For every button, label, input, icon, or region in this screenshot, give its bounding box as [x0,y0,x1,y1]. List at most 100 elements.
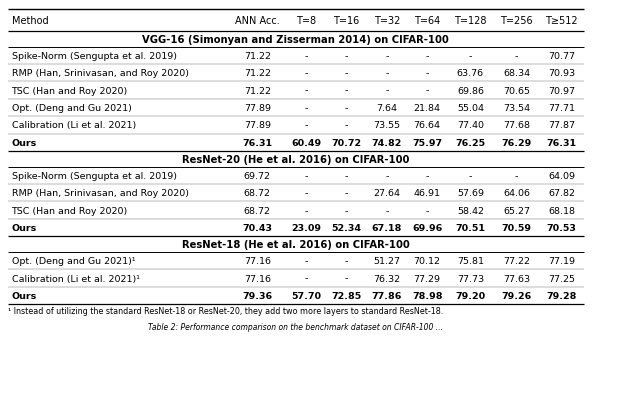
Text: T=64: T=64 [414,16,440,26]
Text: 79.36: 79.36 [242,291,273,300]
Text: 55.04: 55.04 [457,104,484,113]
Text: Ours: Ours [12,291,36,300]
Text: -: - [305,52,308,61]
Text: 77.73: 77.73 [457,274,484,283]
Text: -: - [305,121,308,130]
Text: -: - [345,206,348,215]
Text: 79.20: 79.20 [455,291,486,300]
Text: Opt. (Deng and Gu 2021): Opt. (Deng and Gu 2021) [12,104,131,113]
Text: -: - [305,104,308,113]
Text: 78.98: 78.98 [412,291,442,300]
Text: -: - [345,52,348,61]
Text: 77.29: 77.29 [413,274,441,283]
Text: Ours: Ours [12,223,36,233]
Text: 69.86: 69.86 [457,86,484,95]
Text: Table 2: Performance comparison on the benchmark dataset on CIFAR-100 ...: Table 2: Performance comparison on the b… [148,322,443,331]
Text: -: - [385,171,388,180]
Text: Ours: Ours [12,138,36,147]
Text: 70.65: 70.65 [503,86,530,95]
Text: 57.69: 57.69 [457,189,484,198]
Text: Calibration (Li et al. 2021): Calibration (Li et al. 2021) [12,121,136,130]
Text: -: - [426,86,429,95]
Text: 46.91: 46.91 [413,189,441,198]
Text: Calibration (Li et al. 2021)¹: Calibration (Li et al. 2021)¹ [12,274,140,283]
Text: -: - [345,274,348,283]
Text: 63.76: 63.76 [457,69,484,78]
Text: 77.87: 77.87 [548,121,575,130]
Text: -: - [345,69,348,78]
Text: 69.72: 69.72 [244,171,271,180]
Text: 60.49: 60.49 [291,138,321,147]
Text: -: - [305,256,308,266]
Text: -: - [345,256,348,266]
Text: 76.64: 76.64 [413,121,441,130]
Text: -: - [305,86,308,95]
Text: ¹ Instead of utilizing the standard ResNet-18 or ResNet-20, they add two more la: ¹ Instead of utilizing the standard ResN… [8,306,443,316]
Text: 67.18: 67.18 [372,223,402,233]
Text: RMP (Han, Srinivasan, and Roy 2020): RMP (Han, Srinivasan, and Roy 2020) [12,69,189,78]
Text: 58.42: 58.42 [457,206,484,215]
Text: 69.96: 69.96 [412,223,442,233]
Text: 73.55: 73.55 [373,121,401,130]
Text: 70.77: 70.77 [548,52,575,61]
Text: ResNet-18 (He et al. 2016) on CIFAR-100: ResNet-18 (He et al. 2016) on CIFAR-100 [182,240,410,249]
Text: -: - [345,86,348,95]
Text: T=256: T=256 [500,16,532,26]
Text: VGG-16 (Simonyan and Zisserman 2014) on CIFAR-100: VGG-16 (Simonyan and Zisserman 2014) on … [142,35,449,45]
Text: -: - [426,52,429,61]
Text: 76.32: 76.32 [373,274,401,283]
Text: -: - [345,171,348,180]
Text: -: - [385,206,388,215]
Text: -: - [468,171,472,180]
Text: T=32: T=32 [374,16,400,26]
Text: ANN Acc.: ANN Acc. [235,16,280,26]
Text: 77.16: 77.16 [244,256,271,266]
Text: 68.18: 68.18 [548,206,575,215]
Text: 70.93: 70.93 [548,69,575,78]
Text: -: - [345,104,348,113]
Text: Method: Method [12,16,48,26]
Text: 70.51: 70.51 [456,223,485,233]
Text: 77.71: 77.71 [548,104,575,113]
Text: 51.27: 51.27 [373,256,401,266]
Text: 77.22: 77.22 [503,256,530,266]
Text: 76.29: 76.29 [501,138,532,147]
Text: 64.09: 64.09 [548,171,575,180]
Text: -: - [305,189,308,198]
Text: 70.53: 70.53 [547,223,577,233]
Text: 67.82: 67.82 [548,189,575,198]
Text: 79.28: 79.28 [547,291,577,300]
Text: -: - [345,189,348,198]
Text: 65.27: 65.27 [503,206,530,215]
Text: 23.09: 23.09 [291,223,321,233]
Text: TSC (Han and Roy 2020): TSC (Han and Roy 2020) [12,206,128,215]
Text: -: - [385,86,388,95]
Text: -: - [426,206,429,215]
Text: 71.22: 71.22 [244,52,271,61]
Text: 76.31: 76.31 [242,138,273,147]
Text: -: - [515,171,518,180]
Text: RMP (Han, Srinivasan, and Roy 2020): RMP (Han, Srinivasan, and Roy 2020) [12,189,189,198]
Text: -: - [305,69,308,78]
Text: 27.64: 27.64 [373,189,401,198]
Text: T≥512: T≥512 [545,16,578,26]
Text: 73.54: 73.54 [503,104,530,113]
Text: -: - [515,52,518,61]
Text: -: - [385,69,388,78]
Text: 70.97: 70.97 [548,86,575,95]
Text: 77.63: 77.63 [503,274,530,283]
Text: -: - [426,171,429,180]
Text: TSC (Han and Roy 2020): TSC (Han and Roy 2020) [12,86,128,95]
Text: 21.84: 21.84 [413,104,441,113]
Text: 68.72: 68.72 [244,189,271,198]
Text: 72.85: 72.85 [332,291,362,300]
Text: -: - [305,171,308,180]
Text: Spike-Norm (Sengupta et al. 2019): Spike-Norm (Sengupta et al. 2019) [12,52,177,61]
Text: T=128: T=128 [454,16,486,26]
Text: -: - [426,69,429,78]
Text: -: - [385,52,388,61]
Text: 77.25: 77.25 [548,274,575,283]
Text: 79.26: 79.26 [501,291,532,300]
Text: 77.89: 77.89 [244,104,271,113]
Text: 52.34: 52.34 [332,223,362,233]
